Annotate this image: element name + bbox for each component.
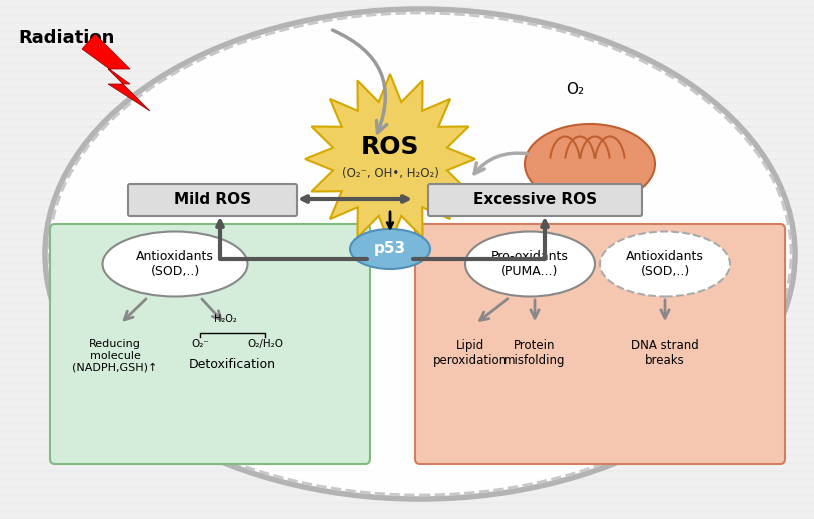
Text: (PUMA...): (PUMA...) xyxy=(501,265,558,278)
Text: (O₂⁻, OH•, H₂O₂): (O₂⁻, OH•, H₂O₂) xyxy=(342,168,439,181)
Ellipse shape xyxy=(103,231,247,296)
Text: Antioxidants: Antioxidants xyxy=(626,250,704,263)
Text: O₂/H₂O: O₂/H₂O xyxy=(247,339,283,349)
Text: ROS: ROS xyxy=(361,135,419,159)
Text: Excessive ROS: Excessive ROS xyxy=(473,193,597,208)
FancyBboxPatch shape xyxy=(128,184,297,216)
Text: O₂⁻: O₂⁻ xyxy=(191,339,209,349)
Ellipse shape xyxy=(45,9,795,499)
Ellipse shape xyxy=(600,231,730,296)
Ellipse shape xyxy=(465,231,595,296)
Text: Protein
misfolding: Protein misfolding xyxy=(504,339,566,367)
Text: (SOD,..): (SOD,..) xyxy=(641,265,689,278)
Text: Mild ROS: Mild ROS xyxy=(174,193,252,208)
Text: DNA strand
breaks: DNA strand breaks xyxy=(631,339,699,367)
Text: O₂: O₂ xyxy=(566,81,584,97)
FancyBboxPatch shape xyxy=(50,224,370,464)
Text: Antioxidants: Antioxidants xyxy=(136,250,214,263)
Text: H₂O₂: H₂O₂ xyxy=(213,314,236,324)
Polygon shape xyxy=(82,34,150,111)
FancyArrowPatch shape xyxy=(333,30,387,133)
Text: Reducing
molecule
(NADPH,GSH)↑: Reducing molecule (NADPH,GSH)↑ xyxy=(72,339,158,372)
FancyArrowPatch shape xyxy=(474,153,527,174)
Text: Pro-oxidants: Pro-oxidants xyxy=(491,250,569,263)
FancyBboxPatch shape xyxy=(415,224,785,464)
Text: p53: p53 xyxy=(374,241,406,256)
Text: Lipid
peroxidation: Lipid peroxidation xyxy=(433,339,507,367)
FancyBboxPatch shape xyxy=(428,184,642,216)
Polygon shape xyxy=(305,74,475,244)
Text: Radiation: Radiation xyxy=(18,29,115,47)
Text: Detoxification: Detoxification xyxy=(189,358,275,371)
Ellipse shape xyxy=(525,124,655,204)
Text: (SOD,..): (SOD,..) xyxy=(151,265,199,278)
Ellipse shape xyxy=(350,229,430,269)
